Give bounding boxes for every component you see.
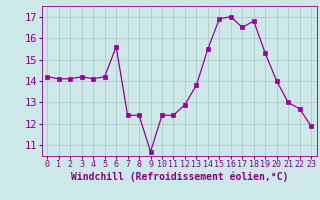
X-axis label: Windchill (Refroidissement éolien,°C): Windchill (Refroidissement éolien,°C) — [70, 172, 288, 182]
